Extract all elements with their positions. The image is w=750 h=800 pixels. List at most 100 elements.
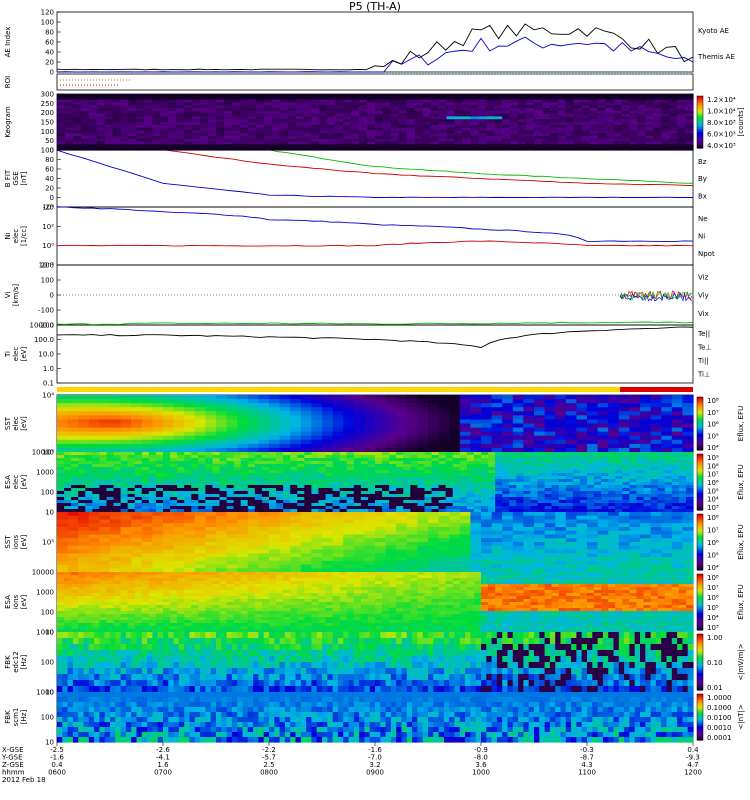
ylabel-vi: Vi xyxy=(4,292,12,299)
mode-bar-segment xyxy=(620,387,693,392)
colorbar-label-sst_i: 10⁷ xyxy=(707,527,719,535)
ylabel-ae: AE Index xyxy=(4,27,12,58)
legend-ni: Ne xyxy=(698,215,708,223)
x-tick-label: 0.4 xyxy=(51,761,63,769)
ylabel-keogram: Keogram xyxy=(4,106,12,137)
colorbar-label-sst_i: 10⁶ xyxy=(707,539,719,547)
x-tick-label: -1.6 xyxy=(368,746,382,754)
tick-keogram: 150 xyxy=(41,119,54,127)
tick-keogram: 100 xyxy=(41,128,54,136)
tick-bfgl: -20 xyxy=(43,204,54,212)
legend-ni: Npot xyxy=(698,250,715,258)
colorbar-label-esa_e: 10³ xyxy=(707,504,719,512)
tick-fbk_b: 1000 xyxy=(36,689,54,697)
x-tick-label: -1.6 xyxy=(50,754,64,762)
colorbar-label-esa_i: 10⁶ xyxy=(707,594,719,602)
panel-frame-bfgl xyxy=(56,149,694,208)
tick-esa_e: 10 xyxy=(45,509,54,517)
x-tick-label: 4.3 xyxy=(581,761,592,769)
tick-ae: 60 xyxy=(45,39,54,47)
x-tick-label: -8.7 xyxy=(580,754,594,762)
tick-keogram: 300 xyxy=(41,91,54,99)
colorbar-title-esa_e: Eflux, EFU xyxy=(737,464,745,499)
tick-esa_i: 10000 xyxy=(32,569,54,577)
ylabel-roi: ROI xyxy=(4,76,12,88)
tick-vi: 0 xyxy=(50,292,54,300)
ylabel-ni: Ni xyxy=(4,232,12,239)
tick-sst_e: 10⁴ xyxy=(42,392,54,400)
colorbar-label-sst_e: 10⁴ xyxy=(707,444,719,452)
colorbar-label-fbk_b: 0.0010 xyxy=(707,724,732,732)
legend-bfgl: Bx xyxy=(698,192,707,200)
colorbar-title-sst_i: Eflux, EFU xyxy=(737,524,745,559)
legend-vi: Vix xyxy=(698,310,709,318)
ylabel-ti: Ti xyxy=(4,351,12,358)
colorbar-title-sst_e: Eflux, EFU xyxy=(737,406,745,441)
x-row-header: hhmm xyxy=(2,769,25,777)
ylabel-esa_e: elec xyxy=(12,475,20,490)
x-tick-label: 0900 xyxy=(366,769,384,777)
series-ne xyxy=(56,240,694,247)
colorbar-label-keogram: 6.0×10³ xyxy=(707,131,736,139)
ylabel-fbk_b: scm1 xyxy=(12,708,20,727)
colorbar-label-esa_i: 10³ xyxy=(707,624,719,632)
legend-bfgl: Bz xyxy=(698,158,707,166)
tick-ti: 100.0 xyxy=(34,336,54,344)
fbk_b-spectrogram xyxy=(57,692,694,743)
ylabel-ti: elec xyxy=(12,347,20,362)
ylabel-esa_i: ions xyxy=(12,594,20,609)
tick-sst_e: 10⁵ xyxy=(42,449,54,457)
legend-ae: Themis AE xyxy=(697,53,735,61)
ylabel-fbk_b: [Hz] xyxy=(20,710,28,725)
tick-esa_e: 10000 xyxy=(32,449,54,457)
tick-ae: 20 xyxy=(45,59,54,67)
x-tick-label: 3.6 xyxy=(475,761,487,769)
tick-ae: 100 xyxy=(41,19,54,27)
colorbar-label-keogram: 1.2×10⁴ xyxy=(707,96,736,104)
panel-frame-ae xyxy=(56,11,694,73)
series-themisae xyxy=(56,23,694,71)
legend-bfgl: By xyxy=(698,175,707,183)
legend-ni: Ni xyxy=(698,233,705,241)
series-te xyxy=(56,326,694,348)
colorbar-label-sst_i: 10⁵ xyxy=(707,552,719,560)
x-tick-label: 2.5 xyxy=(263,761,274,769)
tick-vi: 200 xyxy=(41,262,54,270)
colorbar-label-esa_e: 10⁴ xyxy=(707,496,719,504)
colorbar-title-esa_i: Eflux, EFU xyxy=(737,584,745,619)
tick-ti: 1000.0 xyxy=(30,322,55,330)
colorbar-label-esa_e: 10⁵ xyxy=(707,487,719,495)
tick-ti: 0.1 xyxy=(43,380,54,388)
ylabel-fbk_b: FBK xyxy=(4,710,12,724)
colorbar-sst_i xyxy=(696,513,704,571)
ylabel-esa_e: [eV] xyxy=(20,474,28,489)
x-tick-label: 4.7 xyxy=(687,761,698,769)
tick-bfgl: 20 xyxy=(45,185,54,193)
esa_i-spectrogram xyxy=(57,572,694,633)
colorbar-fbk_b xyxy=(696,693,704,741)
colorbar-label-sst_e: 10⁸ xyxy=(707,397,719,405)
colorbar-title-keogram: [counts] xyxy=(737,107,745,136)
colorbar-label-esa_i: 10⁴ xyxy=(707,614,719,622)
colorbar-label-sst_e: 10⁷ xyxy=(707,409,719,417)
tick-ti: 1.0 xyxy=(43,365,54,373)
x-tick-label: 0600 xyxy=(48,769,66,777)
legend-vi: Viz xyxy=(698,274,709,282)
tick-bfgl: 40 xyxy=(45,175,54,183)
tick-bfgl: 100 xyxy=(41,147,54,155)
tick-vi: 100 xyxy=(41,277,54,285)
tick-bfgl: 0 xyxy=(50,194,54,202)
colorbar-label-sst_i: 10⁸ xyxy=(707,514,719,522)
tick-esa_i: 1000 xyxy=(36,589,54,597)
tick-esa_e: 100 xyxy=(41,489,54,497)
ylabel-esa_e: ESA xyxy=(4,475,12,489)
ylabel-sst_e: SST xyxy=(4,416,12,430)
tick-fbk_e: 10 xyxy=(45,689,54,697)
x-tick-label: -2.6 xyxy=(156,746,170,754)
colorbar-label-fbk_b: 0.0001 xyxy=(707,734,732,742)
colorbar-label-fbk_b: 0.0100 xyxy=(707,714,732,722)
date-label: 2012 Feb 18 xyxy=(2,776,46,784)
ylabel-ni: elec xyxy=(12,229,20,244)
ylabel-esa_i: ESA xyxy=(4,595,12,609)
x-tick-label: -0.3 xyxy=(580,746,594,754)
